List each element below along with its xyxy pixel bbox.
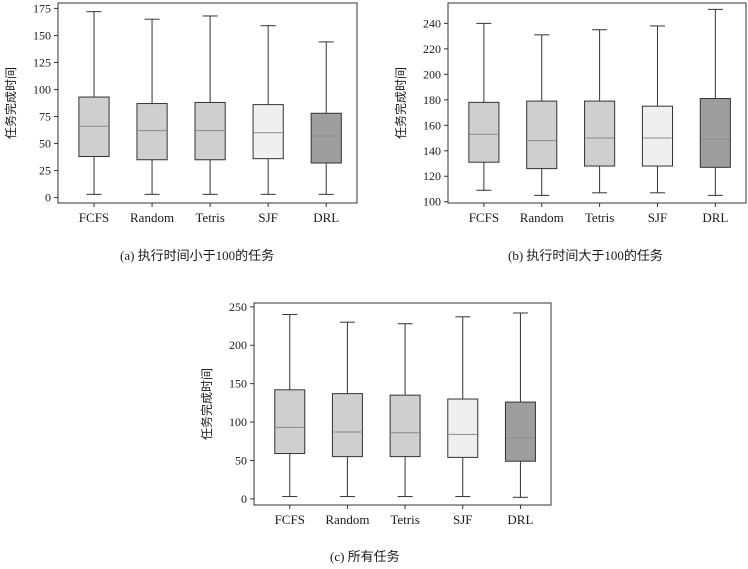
y-axis-label: 任务完成时间 (3, 67, 18, 139)
box-random (136, 18, 168, 195)
y-axis-label: 任务完成时间 (393, 67, 408, 139)
x-tick-label: Tetris (195, 210, 224, 225)
y-tick-label: 175 (33, 1, 51, 15)
y-axis-label: 任务完成时间 (199, 368, 214, 440)
y-tick-label: 220 (423, 42, 441, 56)
x-tick-label: Tetris (585, 210, 614, 225)
box-body (136, 103, 168, 161)
y-tick-label: 25 (39, 164, 51, 178)
box-body (641, 105, 674, 167)
box-tetris (584, 29, 616, 194)
box-body (504, 401, 536, 462)
caption-a: (a) 执行时间小于100的任务 (120, 248, 275, 263)
box-random (331, 321, 363, 498)
y-tick-label: 140 (423, 144, 441, 158)
box-body (331, 393, 363, 458)
y-tick-label: 0 (241, 492, 247, 506)
x-tick-label: FCFS (469, 210, 499, 225)
y-tick-label: 150 (229, 377, 247, 391)
box-body (699, 98, 731, 168)
box-body (310, 112, 342, 164)
box-body (447, 398, 479, 458)
box-body (526, 100, 558, 170)
y-tick-label: 240 (423, 16, 441, 30)
box-sjf (252, 25, 284, 195)
box-body (584, 100, 616, 167)
chart-panel-b: 100 120 140 160 180 200 220 240 任务完成时间 FCFS Random… (393, 2, 747, 225)
box-sjf (447, 316, 479, 498)
box-body (274, 389, 306, 455)
box-body (194, 101, 226, 161)
box-fcfs (468, 22, 500, 191)
x-tick-label: FCFS (79, 210, 109, 225)
y-tick-label: 120 (423, 169, 441, 183)
y-tick-label: 100 (33, 82, 51, 96)
box-tetris (194, 15, 226, 195)
y-tick-label: 180 (423, 93, 441, 107)
x-tick-label: DRL (313, 210, 339, 225)
chart-panel-a: 0 25 50 75 100 125 150 175 任务完成时间 FCFS Random Tetri… (3, 1, 358, 225)
box-body (252, 104, 284, 160)
x-tick-label: Random (520, 210, 564, 225)
x-tick-label: SJF (453, 512, 473, 527)
box-body (78, 96, 110, 158)
y-tick-label: 200 (423, 67, 441, 81)
box-body (389, 394, 421, 458)
y-tick-label: 150 (33, 28, 51, 42)
y-tick-label: 200 (229, 338, 247, 352)
x-tick-label: DRL (507, 512, 533, 527)
x-tick-label: FCFS (275, 512, 305, 527)
box-sjf (641, 25, 674, 194)
y-tick-label: 160 (423, 118, 441, 132)
box-drl (310, 41, 342, 195)
x-tick-label: Random (325, 512, 369, 527)
caption-c: (c) 所有任务 (330, 549, 400, 564)
box-drl (504, 312, 536, 498)
y-tick-label: 0 (45, 191, 51, 205)
y-tick-label: 50 (39, 137, 51, 151)
y-tick-label: 75 (39, 110, 51, 124)
box-fcfs (78, 11, 110, 195)
box-drl (699, 8, 731, 196)
box-fcfs (274, 314, 306, 498)
x-tick-label: SJF (258, 210, 278, 225)
caption-b: (b) 执行时间大于100的任务 (508, 248, 663, 263)
x-tick-label: DRL (702, 210, 728, 225)
y-tick-label: 50 (235, 453, 247, 467)
x-tick-label: SJF (648, 210, 668, 225)
box-random (526, 34, 558, 196)
chart-panel-c: 0 50 100 150 200 250 任务完成时间 FCFS Random Tetris SJF… (199, 300, 552, 527)
x-tick-label: Random (130, 210, 174, 225)
x-tick-label: Tetris (390, 512, 419, 527)
box-body (468, 101, 500, 163)
y-tick-label: 125 (33, 55, 51, 69)
y-tick-label: 250 (229, 300, 247, 314)
box-tetris (389, 323, 421, 498)
y-tick-label: 100 (423, 195, 441, 209)
y-tick-label: 100 (229, 415, 247, 429)
